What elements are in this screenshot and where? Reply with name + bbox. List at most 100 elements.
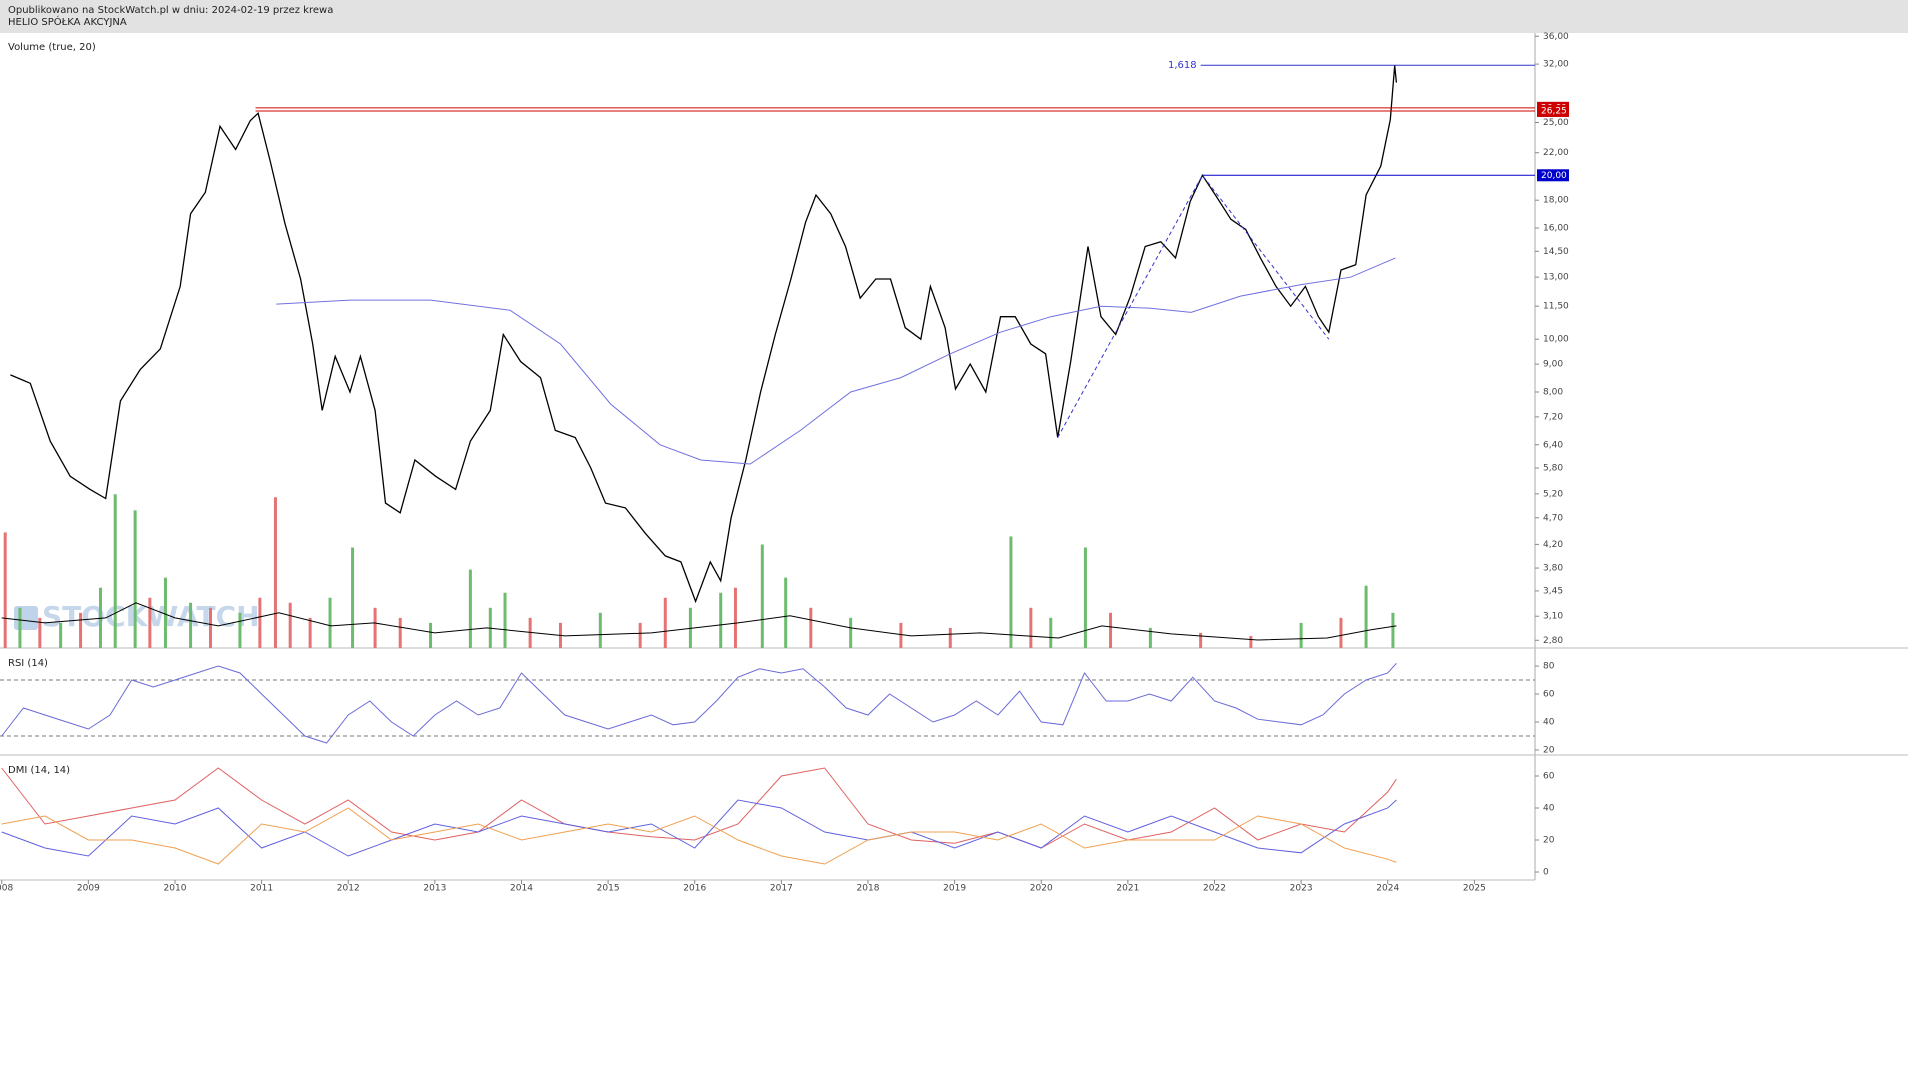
volume-bar [1109,612,1113,648]
pane-title: Volume (true, 20) [8,42,96,53]
x-tick-label: 2013 [423,884,446,894]
y-tick-label: 40 [1543,717,1555,727]
y-tick-label: 32,00 [1543,60,1569,70]
y-tick-label: 36,00 [1543,32,1569,42]
y-tick-label: 0 [1543,868,1549,878]
x-tick-label: 2018 [857,884,880,894]
price-line [10,65,1398,604]
volume-bar [1249,635,1253,648]
volume-bar [784,577,788,648]
volume-bar [113,494,117,648]
y-tick-label: 5,80 [1543,464,1563,474]
x-tick-label: 2014 [510,884,533,894]
y-tick-label: 20 [1543,745,1555,755]
volume-bar [18,607,22,648]
volume-bar [849,617,853,648]
watermark-icon [14,606,38,630]
volume-bar [351,547,355,648]
volume-bar [1009,536,1013,648]
volume-bar [733,587,737,648]
y-tick-label: 4,70 [1543,513,1563,523]
x-tick-label: 2017 [770,884,793,894]
y-tick-label: 11,50 [1543,302,1569,312]
header-line: HELIO SPÓŁKA AKCYJNA [8,15,127,28]
level-box [1537,104,1569,117]
x-tick-label: 2020 [1030,884,1053,894]
volume-bar [1339,617,1343,648]
x-tick-label: 2019 [943,884,966,894]
dmi-line [1,767,1397,849]
x-tick-label: 2016 [683,884,706,894]
volume-bar [373,607,377,648]
volume-bar [148,597,152,648]
x-tick-label: 2011 [250,884,273,894]
dmi-line [1,799,1397,857]
trendline [1057,174,1330,438]
y-tick-label: 6,40 [1543,440,1563,450]
y-tick-label: 10,00 [1543,335,1569,345]
y-tick-label: 80 [1543,662,1555,672]
volume-bar [1391,612,1395,648]
x-tick-label: 2012 [337,884,360,894]
y-tick-label: 40 [1543,804,1555,814]
y-tick-label: 7,20 [1543,412,1563,422]
y-tick-label: 25,00 [1543,118,1569,128]
y-tick-label: 5,20 [1543,489,1563,499]
volume-bar [1148,627,1152,648]
y-tick-label: 18,00 [1543,196,1569,206]
volume-bar [948,627,952,648]
header-line: Opublikowano na StockWatch.pl w dniu: 20… [8,5,333,16]
x-tick-label: 2025 [1463,884,1486,894]
volume-bar [638,622,642,648]
x-tick-label: 2024 [1376,884,1399,894]
y-tick-label: 3,80 [1543,564,1563,574]
volume-bar [528,617,532,648]
moving-average [276,257,1396,465]
y-tick-label: 9,00 [1543,360,1563,370]
volume-bar [809,607,813,648]
pane-title: RSI (14) [8,658,48,669]
level-label: 20,00 [1541,171,1567,181]
y-tick-label: 60 [1543,772,1555,782]
y-tick-label: 16,00 [1543,224,1569,234]
fib-label: 1,618 [1168,60,1197,71]
volume-bar [38,617,42,648]
volume-bar [1049,617,1053,648]
x-tick-label: 2022 [1203,884,1226,894]
volume-bar [133,510,137,648]
volume-bar [308,617,312,648]
y-tick-label: 20 [1543,836,1555,846]
volume-bar [663,597,667,648]
volume-bar [719,592,723,648]
rsi-line [1,662,1397,744]
y-tick-label: 22,00 [1543,148,1569,158]
volume-bar [59,622,63,648]
volume-bar [398,617,402,648]
volume-bar [163,577,167,648]
x-tick-label: 2021 [1116,884,1139,894]
volume-bar [1029,607,1033,648]
volume-bar [1364,585,1368,648]
y-tick-label: 8,00 [1543,387,1563,397]
y-tick-label: 3,45 [1543,586,1563,596]
x-tick-label: 2009 [77,884,100,894]
x-tick-label: 2008 [0,884,13,894]
volume-bar [598,612,602,648]
dmi-line [1,807,1397,865]
pane-title: DMI (14, 14) [8,765,70,776]
volume-bar [208,607,212,648]
volume-bar [189,602,193,648]
x-tick-label: 2023 [1290,884,1313,894]
level-label: 26,25 [1541,106,1567,116]
level-box [1537,169,1569,182]
volume-bar [1083,547,1087,648]
volume-bar [238,612,242,648]
y-tick-label: 60 [1543,690,1555,700]
y-tick-label: 4,20 [1543,540,1563,550]
volume-bar [1199,632,1203,648]
volume-bar [429,622,433,648]
volume-bar [503,592,507,648]
y-tick-label: 3,10 [1543,612,1563,622]
